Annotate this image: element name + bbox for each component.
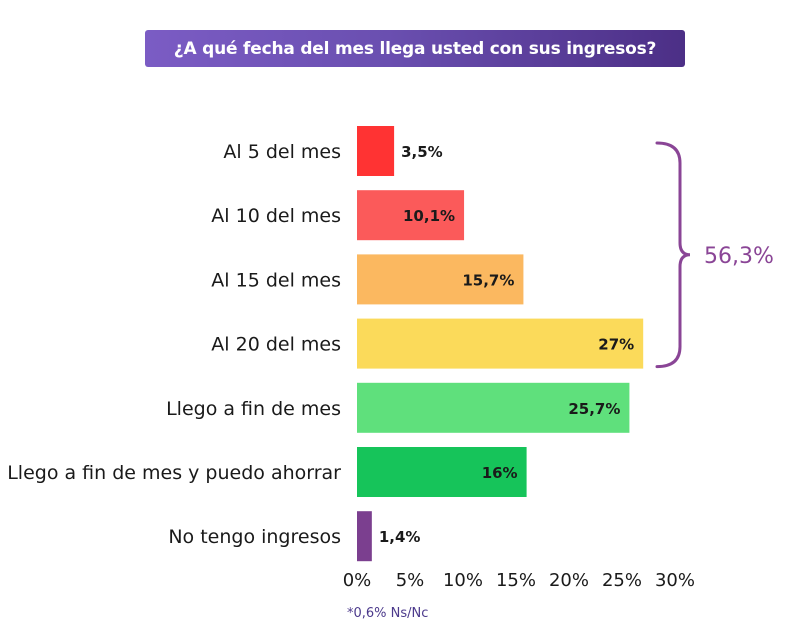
annotation-brace bbox=[655, 141, 691, 369]
data-label: 3,5% bbox=[401, 143, 443, 161]
category-label: No tengo ingresos bbox=[168, 526, 341, 548]
x-tick-label: 0% bbox=[343, 570, 372, 591]
bar bbox=[357, 447, 527, 497]
bar bbox=[357, 126, 395, 176]
data-label: 27% bbox=[598, 336, 634, 354]
x-tick-label: 5% bbox=[396, 570, 425, 591]
data-label: 16% bbox=[482, 464, 518, 482]
category-label: Al 15 del mes bbox=[211, 269, 341, 291]
x-tick-label: 25% bbox=[602, 570, 642, 591]
x-tick-label: 15% bbox=[496, 570, 536, 591]
chart-title: ¿A qué fecha del mes llega usted con sus… bbox=[145, 30, 685, 67]
category-label: Llego a fin de mes bbox=[166, 398, 341, 420]
category-label: Llego a fin de mes y puedo ahorrar bbox=[7, 462, 341, 484]
bar bbox=[357, 254, 524, 305]
bar bbox=[357, 382, 630, 433]
bar bbox=[357, 318, 644, 369]
data-label: 10,1% bbox=[403, 207, 455, 225]
x-tick-label: 30% bbox=[655, 570, 695, 591]
bar bbox=[357, 190, 465, 241]
category-label: Al 10 del mes bbox=[211, 205, 341, 227]
x-tick-label: 10% bbox=[443, 570, 483, 591]
annotation-label: 56,3% bbox=[704, 244, 774, 269]
category-label: Al 5 del mes bbox=[223, 141, 341, 163]
data-label: 25,7% bbox=[568, 400, 620, 418]
category-label: Al 20 del mes bbox=[211, 334, 341, 356]
x-tick-label: 20% bbox=[549, 570, 589, 591]
footnote: *0,6% Ns/Nc bbox=[347, 606, 429, 621]
data-label: 1,4% bbox=[379, 528, 421, 546]
bar bbox=[357, 511, 372, 562]
data-label: 15,7% bbox=[462, 271, 514, 289]
